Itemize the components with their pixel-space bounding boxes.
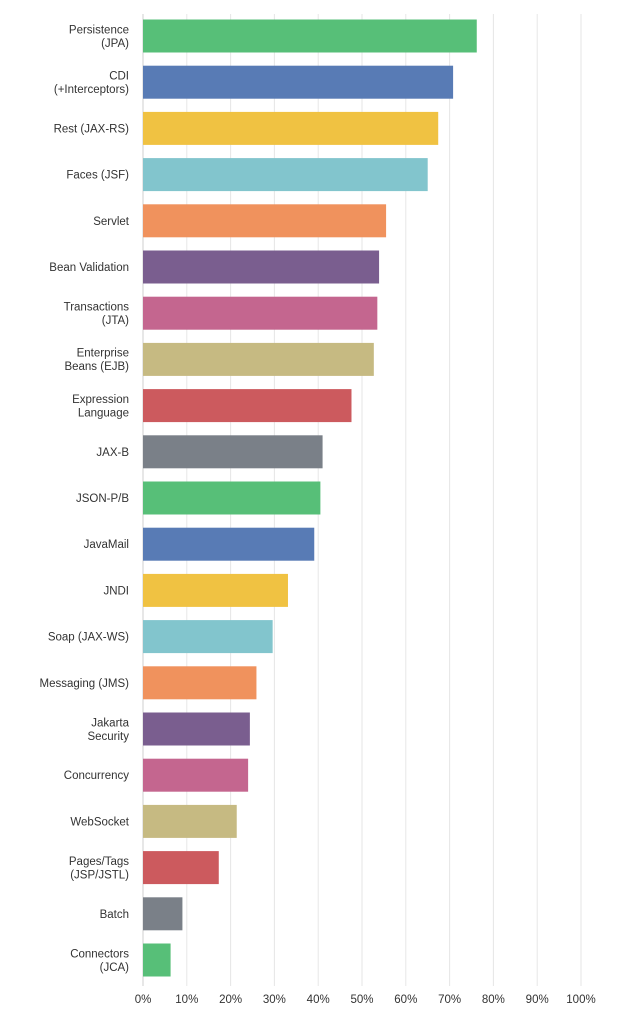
category-label: Jakarta <box>91 717 129 729</box>
bar <box>143 573 288 607</box>
bar <box>143 943 171 977</box>
category-label: Language <box>78 407 129 419</box>
category-label: Transactions <box>64 301 130 313</box>
x-tick-label: 20% <box>219 994 242 1006</box>
bar <box>143 342 374 376</box>
x-tick-label: 80% <box>482 994 505 1006</box>
category-label: Persistence <box>69 24 129 36</box>
bar <box>143 527 315 561</box>
x-tick-label: 30% <box>263 994 286 1006</box>
category-label: Security <box>87 731 129 743</box>
category-label: JAX-B <box>96 447 129 459</box>
bar <box>143 481 321 515</box>
bar <box>143 804 237 838</box>
bar <box>143 620 273 654</box>
x-tick-label: 0% <box>135 994 152 1006</box>
category-label: (+Interceptors) <box>54 84 129 96</box>
category-label: Bean Validation <box>49 262 129 274</box>
category-label: Enterprise <box>77 348 129 360</box>
x-axis-ticks: 0% 10% 20% 30% 40% 50% 60% 70% 80% 90% 100% <box>135 994 596 1006</box>
bar <box>143 111 439 145</box>
bar <box>143 758 249 792</box>
x-tick-label: 90% <box>526 994 549 1006</box>
category-label: Concurrency <box>64 770 129 782</box>
bar <box>143 712 250 746</box>
bar <box>143 19 477 53</box>
category-label: Servlet <box>93 216 130 228</box>
bar <box>143 897 183 931</box>
category-label: Beans (EJB) <box>64 361 129 373</box>
category-label: Connectors <box>70 948 129 960</box>
bar <box>143 435 323 469</box>
category-label: (JCA) <box>100 962 130 974</box>
bar <box>143 851 219 885</box>
bar <box>143 204 387 238</box>
x-tick-label: 70% <box>438 994 461 1006</box>
category-labels: Persistence (JPA) CDI (+Interceptors) Rest (… <box>40 24 130 974</box>
category-label: Pages/Tags <box>69 856 129 868</box>
bar <box>143 666 257 700</box>
category-label: (JTA) <box>102 315 129 327</box>
bar <box>143 250 380 284</box>
category-label: Faces (JSF) <box>66 170 129 182</box>
bar <box>143 158 428 192</box>
category-label: Soap (JAX-WS) <box>48 632 129 644</box>
bars-layer <box>143 19 477 977</box>
category-label: (JPA) <box>101 38 129 50</box>
category-label: CDI <box>109 70 129 82</box>
category-label: Batch <box>100 909 129 921</box>
x-tick-label: 60% <box>394 994 417 1006</box>
bar <box>143 65 454 99</box>
category-label: JavaMail <box>84 539 129 551</box>
bar <box>143 389 352 423</box>
category-label: WebSocket <box>70 816 129 828</box>
category-label: JSON-P/B <box>76 493 129 505</box>
x-tick-label: 40% <box>307 994 330 1006</box>
bar <box>143 296 378 330</box>
x-tick-label: 10% <box>175 994 198 1006</box>
category-label: Messaging (JMS) <box>40 678 130 690</box>
x-tick-label: 100% <box>566 994 595 1006</box>
category-label: Expression <box>72 394 129 406</box>
category-label: (JSP/JSTL) <box>70 869 129 881</box>
category-label: JNDI <box>103 585 129 597</box>
category-label: Rest (JAX-RS) <box>54 123 130 135</box>
x-tick-label: 50% <box>350 994 373 1006</box>
